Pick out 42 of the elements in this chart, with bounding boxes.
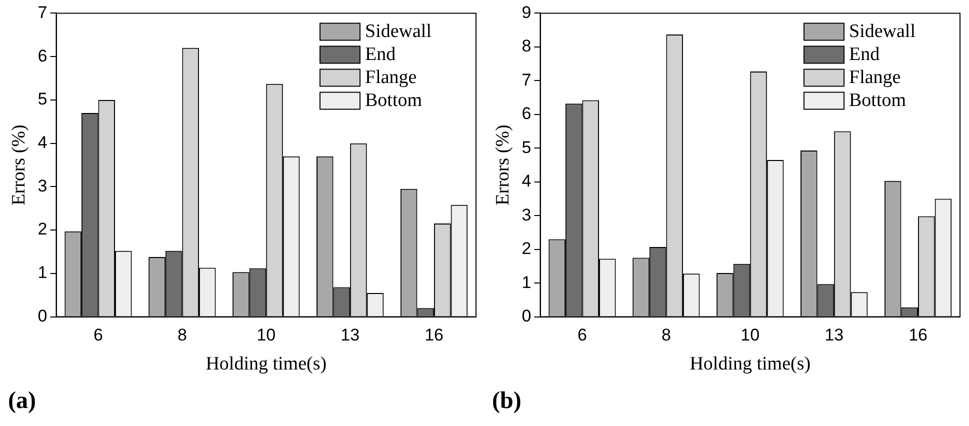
y-tick-label: 8 bbox=[522, 36, 532, 56]
y-tick-label: 6 bbox=[38, 46, 48, 66]
y-tick-label: 7 bbox=[522, 70, 532, 90]
legend-label: End bbox=[365, 44, 396, 66]
y-tick-label: 1 bbox=[38, 263, 48, 282]
y-tick-label: 4 bbox=[38, 133, 48, 152]
y-tick-label: 0 bbox=[38, 306, 48, 326]
x-tick-label: 6 bbox=[577, 326, 587, 345]
legend-label: Sidewall bbox=[365, 21, 432, 42]
x-tick-label: 6 bbox=[93, 326, 103, 345]
legend-label: Sidewall bbox=[849, 21, 916, 42]
y-tick-label: 0 bbox=[522, 306, 532, 326]
x-tick-label: 13 bbox=[340, 326, 360, 345]
x-tick-label: 16 bbox=[424, 326, 444, 345]
y-tick-label: 6 bbox=[522, 104, 532, 124]
legend-label: Bottom bbox=[849, 90, 906, 112]
y-tick-label: 3 bbox=[38, 176, 48, 196]
y-axis-title: Errors (%) bbox=[492, 124, 514, 206]
y-tick-label: 4 bbox=[522, 172, 532, 191]
y-tick-label: 3 bbox=[522, 205, 532, 224]
x-tick-label: 10 bbox=[740, 326, 760, 345]
text: (b) bbox=[492, 388, 522, 415]
x-tick-label: 16 bbox=[908, 326, 928, 345]
x-axis-title: Holding time(s) bbox=[690, 354, 811, 375]
x-axis-title: Holding time(s) bbox=[206, 354, 327, 375]
y-tick-label: 7 bbox=[38, 2, 48, 22]
x-tick-label: 13 bbox=[824, 326, 844, 345]
y-tick-label: 1 bbox=[522, 272, 532, 292]
x-tick-label: 8 bbox=[177, 326, 187, 345]
text: (a) bbox=[8, 388, 36, 415]
y-tick-label: 9 bbox=[522, 2, 532, 22]
x-tick-label: 10 bbox=[256, 326, 276, 345]
y-tick-label: 2 bbox=[522, 239, 532, 258]
legend-label: Bottom bbox=[365, 90, 422, 112]
legend-label: Flange bbox=[849, 67, 901, 88]
y-tick-label: 5 bbox=[522, 138, 532, 157]
legend-label: Flange bbox=[365, 67, 417, 88]
legend-label: End bbox=[849, 44, 880, 66]
y-axis-title: Errors (%) bbox=[8, 124, 30, 206]
y-tick-label: 2 bbox=[38, 220, 48, 239]
x-tick-label: 8 bbox=[661, 326, 671, 345]
y-tick-label: 5 bbox=[38, 90, 48, 109]
